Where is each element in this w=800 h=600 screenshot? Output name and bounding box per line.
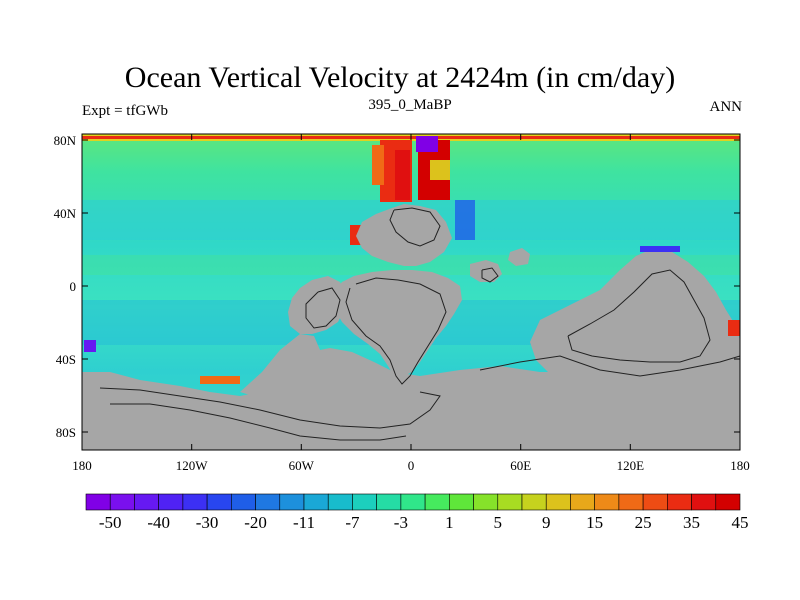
land-mass — [332, 270, 462, 376]
colorbar-label: -40 — [147, 513, 170, 532]
season-label: ANN — [709, 99, 743, 115]
coastline — [305, 287, 341, 329]
colorbar-swatch — [255, 493, 281, 511]
y-tick-label: 80N — [54, 133, 77, 148]
colorbar-swatch — [109, 493, 135, 511]
colorbar-swatch — [424, 493, 450, 511]
colorbar-label: -7 — [345, 513, 360, 532]
colorbar-swatch — [618, 493, 644, 511]
colorbar-swatch — [85, 493, 111, 511]
colorbar-swatch — [182, 493, 208, 511]
margin-accent — [728, 320, 740, 336]
land-mass — [470, 260, 502, 282]
colorbar-swatch — [303, 493, 329, 511]
colorbar-swatch — [158, 493, 184, 511]
time-label: 395_0_MaBP — [368, 97, 452, 113]
colorbar-label: -30 — [196, 513, 219, 532]
y-tick-label: 40N — [54, 206, 77, 221]
y-ticks — [82, 139, 740, 433]
coastline — [389, 207, 441, 247]
colorbar-label: 5 — [494, 513, 503, 532]
colorbar-label: 15 — [586, 513, 603, 532]
experiment-label: Expt = tfGWb — [82, 103, 168, 119]
land-mass — [82, 348, 740, 450]
x-tick-label: 180 — [730, 458, 750, 473]
colorbar-label: 25 — [635, 513, 652, 532]
colorbar-label: 45 — [732, 513, 749, 532]
colorbar-swatch — [279, 493, 305, 511]
coastline — [567, 269, 711, 363]
coastlines — [99, 207, 740, 441]
colorbar-swatch — [594, 493, 620, 511]
hotspot — [455, 200, 475, 240]
colorbar-swatch — [521, 493, 547, 511]
colorbar-swatch — [231, 493, 256, 511]
colorbar-label: 35 — [683, 513, 700, 532]
colorbar-label: -3 — [394, 513, 408, 532]
coastline — [479, 355, 740, 377]
colorbar-swatch — [327, 493, 353, 511]
colorbar-label: 1 — [445, 513, 454, 532]
land-mass — [508, 248, 530, 266]
colorbar-label: 9 — [542, 513, 551, 532]
colorbar-swatch — [134, 493, 159, 511]
coastline — [99, 387, 441, 429]
colorbar-swatch — [667, 493, 692, 511]
x-tick-label: 0 — [408, 458, 415, 473]
colorbar-swatch — [715, 493, 741, 511]
coastline — [345, 277, 447, 385]
x-tick-label: 120E — [617, 458, 645, 473]
colorbar-swatch — [497, 493, 523, 511]
coastline — [481, 267, 499, 283]
x-tick-label: 60E — [510, 458, 531, 473]
land-mass — [288, 276, 346, 334]
hotspot — [430, 160, 450, 180]
colorbar — [85, 493, 741, 511]
x-tick-label: 180 — [72, 458, 92, 473]
colorbar-swatch — [642, 493, 668, 511]
land — [82, 204, 740, 450]
y-tick-label: 0 — [70, 279, 77, 294]
colorbar-swatch — [352, 493, 377, 511]
map-title: Ocean Vertical Velocity at 2424m (in cm/… — [124, 61, 676, 94]
colorbar-swatch — [400, 493, 426, 511]
map-field — [82, 134, 740, 450]
colorbar-swatch — [545, 493, 571, 511]
colorbar-swatch — [473, 493, 499, 511]
colorbar-swatch — [570, 493, 595, 511]
colorbar-swatch — [376, 493, 402, 511]
x-tick-label: 120W — [176, 458, 209, 473]
colorbar-swatch — [449, 493, 474, 511]
colorbar-swatch — [206, 493, 232, 511]
x-ticks — [81, 134, 741, 450]
hotspot — [395, 150, 410, 200]
colorbar-label: -20 — [244, 513, 267, 532]
margin-accent — [84, 340, 96, 352]
x-tick-label: 60W — [289, 458, 315, 473]
y-tick-label: 40S — [56, 352, 76, 367]
colorbar-label: -11 — [293, 513, 315, 532]
coastline — [110, 403, 407, 441]
land-mass — [356, 204, 452, 266]
hotspot — [416, 136, 438, 152]
colorbar-label: -50 — [99, 513, 122, 532]
colorbar-swatch — [691, 493, 717, 511]
colorbar-labels: -50 -40 -30 -20 -11 -7 -3 1 5 9 15 25 35 45 — [99, 513, 749, 532]
land-mass — [530, 248, 740, 372]
hotspot — [372, 145, 384, 185]
land-mass — [240, 334, 320, 398]
margin-accent — [640, 246, 680, 252]
margin-accent — [200, 376, 240, 384]
y-tick-label: 80S — [56, 425, 76, 440]
